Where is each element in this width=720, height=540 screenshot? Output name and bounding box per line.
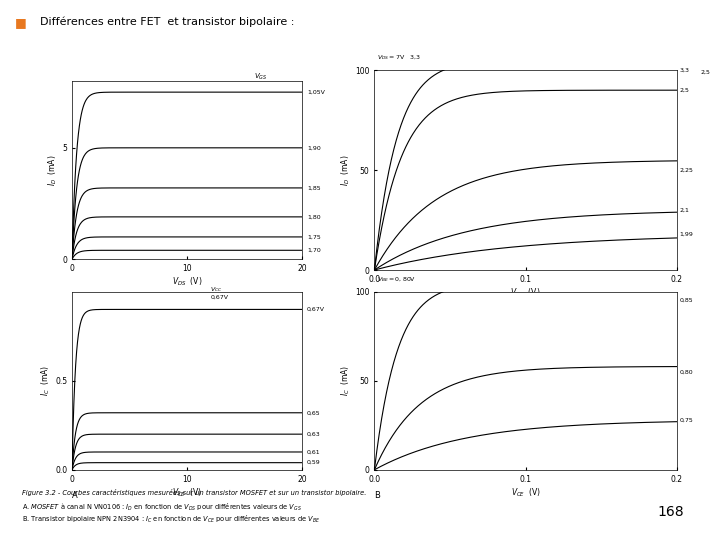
Text: 2,25: 2,25 bbox=[680, 167, 693, 173]
Text: 1,70: 1,70 bbox=[307, 248, 320, 253]
Text: 0,63: 0,63 bbox=[307, 431, 320, 437]
Text: 2,5: 2,5 bbox=[680, 87, 690, 93]
Y-axis label: $I_D$  (mA): $I_D$ (mA) bbox=[340, 154, 352, 186]
Text: $V_{GS}$: $V_{GS}$ bbox=[254, 72, 268, 82]
Text: 0,67V: 0,67V bbox=[307, 307, 325, 312]
Text: Différences entre FET  et transistor bipolaire :: Différences entre FET et transistor bipo… bbox=[40, 16, 294, 26]
X-axis label: $V_{DS}$  (V): $V_{DS}$ (V) bbox=[172, 276, 202, 288]
Text: B: B bbox=[374, 491, 380, 501]
Y-axis label: $I_C$  (mA): $I_C$ (mA) bbox=[40, 365, 53, 396]
Text: 0,65: 0,65 bbox=[307, 410, 320, 415]
Text: 1,75: 1,75 bbox=[307, 234, 320, 239]
Text: 1,99: 1,99 bbox=[680, 232, 693, 237]
Text: B. Transistor bipolaire NPN 2N3904 : $I_C$ en fonction de $V_{CE}$ pour différen: B. Transistor bipolaire NPN 2N3904 : $I_… bbox=[22, 514, 320, 525]
Text: 3,3: 3,3 bbox=[680, 68, 690, 73]
Text: 0,59: 0,59 bbox=[307, 460, 320, 465]
Text: A. $MOSFET$ à canal N VN0106 : $I_D$ en fonction de $V_{DS}$ pour différentes va: A. $MOSFET$ à canal N VN0106 : $I_D$ en … bbox=[22, 502, 302, 514]
Text: $V_{BE} = 0,80\mathrm{V}$: $V_{BE} = 0,80\mathrm{V}$ bbox=[377, 276, 417, 285]
Text: 168: 168 bbox=[657, 505, 684, 519]
Text: 1,05V: 1,05V bbox=[307, 90, 325, 94]
Text: 2,5: 2,5 bbox=[701, 70, 711, 75]
Text: $V_{CC}$
0,67V: $V_{CC}$ 0,67V bbox=[210, 285, 228, 300]
Text: ■: ■ bbox=[14, 16, 26, 29]
Text: Figure 3.2 - Courbes caractéristiques mesurées sur un transistor MOSFET et sur u: Figure 3.2 - Courbes caractéristiques me… bbox=[22, 489, 366, 496]
Text: 2,1: 2,1 bbox=[680, 207, 690, 213]
Text: 0,75: 0,75 bbox=[680, 417, 693, 422]
Text: 0,85: 0,85 bbox=[680, 298, 693, 303]
Text: 1,85: 1,85 bbox=[307, 185, 320, 191]
Text: 1,80: 1,80 bbox=[307, 214, 320, 219]
X-axis label: $V_{GS}$  (V): $V_{GS}$ (V) bbox=[510, 287, 541, 299]
Y-axis label: $I_C$  (mA): $I_C$ (mA) bbox=[340, 365, 352, 396]
X-axis label: $V_{CE}$  (V): $V_{CE}$ (V) bbox=[172, 487, 202, 499]
Y-axis label: $I_D$  (mA): $I_D$ (mA) bbox=[47, 154, 60, 186]
Text: 0,61: 0,61 bbox=[307, 449, 320, 455]
Text: A: A bbox=[72, 491, 78, 501]
Text: 0,80: 0,80 bbox=[680, 369, 693, 374]
X-axis label: $V_{CE}$  (V): $V_{CE}$ (V) bbox=[510, 487, 541, 499]
Text: 1,90: 1,90 bbox=[307, 145, 320, 150]
Text: $V_{DS} = 7\mathrm{V}$   3,3: $V_{DS} = 7\mathrm{V}$ 3,3 bbox=[377, 53, 421, 62]
